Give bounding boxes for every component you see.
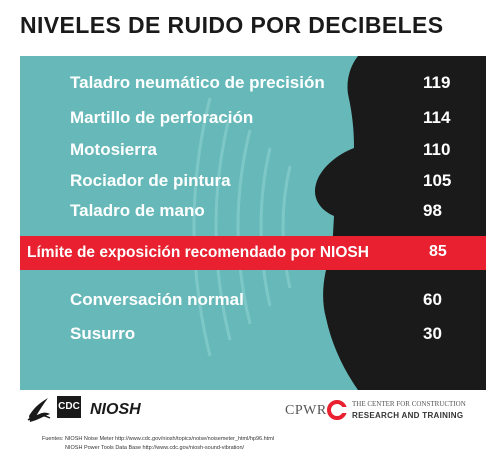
cpwr-circle-icon [327, 400, 347, 420]
noise-source-label: Taladro de mano [70, 201, 205, 220]
list-item: Rociador de pintura 105 [20, 167, 486, 197]
cpwr-logo: CPWR [285, 403, 327, 418]
cdc-logo: CDC [57, 396, 81, 418]
niosh-logo: NIOSH [90, 401, 141, 418]
decibel-value: 110 [423, 140, 451, 159]
niosh-limit-label: Límite de exposición recomendado por NIO… [27, 244, 369, 261]
head-silhouette-icon [192, 56, 486, 390]
source-line: NIOSH Power Tools Data Base http://www.c… [65, 445, 245, 451]
noise-panel: Taladro neumático de precisión 119 Marti… [20, 56, 486, 390]
noise-source-label: Conversación normal [70, 290, 244, 309]
decibel-value: 98 [423, 201, 442, 220]
niosh-limit-value: 85 [429, 243, 447, 260]
page-title: NIVELES DE RUIDO POR DECIBELES [20, 12, 444, 38]
list-item: Martillo de perforación 114 [20, 104, 486, 134]
decibel-value: 105 [423, 171, 452, 190]
noise-source-label: Martillo de perforación [70, 108, 254, 127]
decibel-value: 114 [423, 108, 451, 127]
source-line: Fuentes: NIOSH Noise Meter http://www.cd… [42, 436, 275, 442]
noise-source-label: Motosierra [70, 140, 157, 159]
decibel-value: 119 [423, 73, 451, 92]
list-item: Conversación normal 60 [20, 286, 486, 316]
list-item: Motosierra 110 [20, 136, 486, 166]
noise-source-label: Taladro neumático de precisión [70, 73, 325, 92]
cpwr-tagline-bottom: RESEARCH AND TRAINING [352, 411, 464, 420]
sources-footnote: Fuentes: NIOSH Noise Meter http://www.cd… [42, 435, 274, 453]
cpwr-tagline-top: THE CENTER FOR CONSTRUCTION [352, 400, 466, 408]
list-item: Susurro 30 [20, 320, 486, 350]
decibel-value: 30 [423, 324, 442, 343]
footer-logos: CDC NIOSH CPWR THE CENTER FOR CONSTRUCTI… [20, 392, 486, 432]
hhs-eagle-icon [27, 398, 51, 422]
noise-source-label: Susurro [70, 324, 136, 343]
decibel-value: 60 [423, 290, 442, 309]
niosh-limit-bar: Límite de exposición recomendado por NIO… [20, 236, 486, 270]
list-item: Taladro neumático de precisión 119 [20, 69, 486, 99]
noise-source-label: Rociador de pintura [70, 171, 231, 190]
list-item: Taladro de mano 98 [20, 197, 486, 227]
